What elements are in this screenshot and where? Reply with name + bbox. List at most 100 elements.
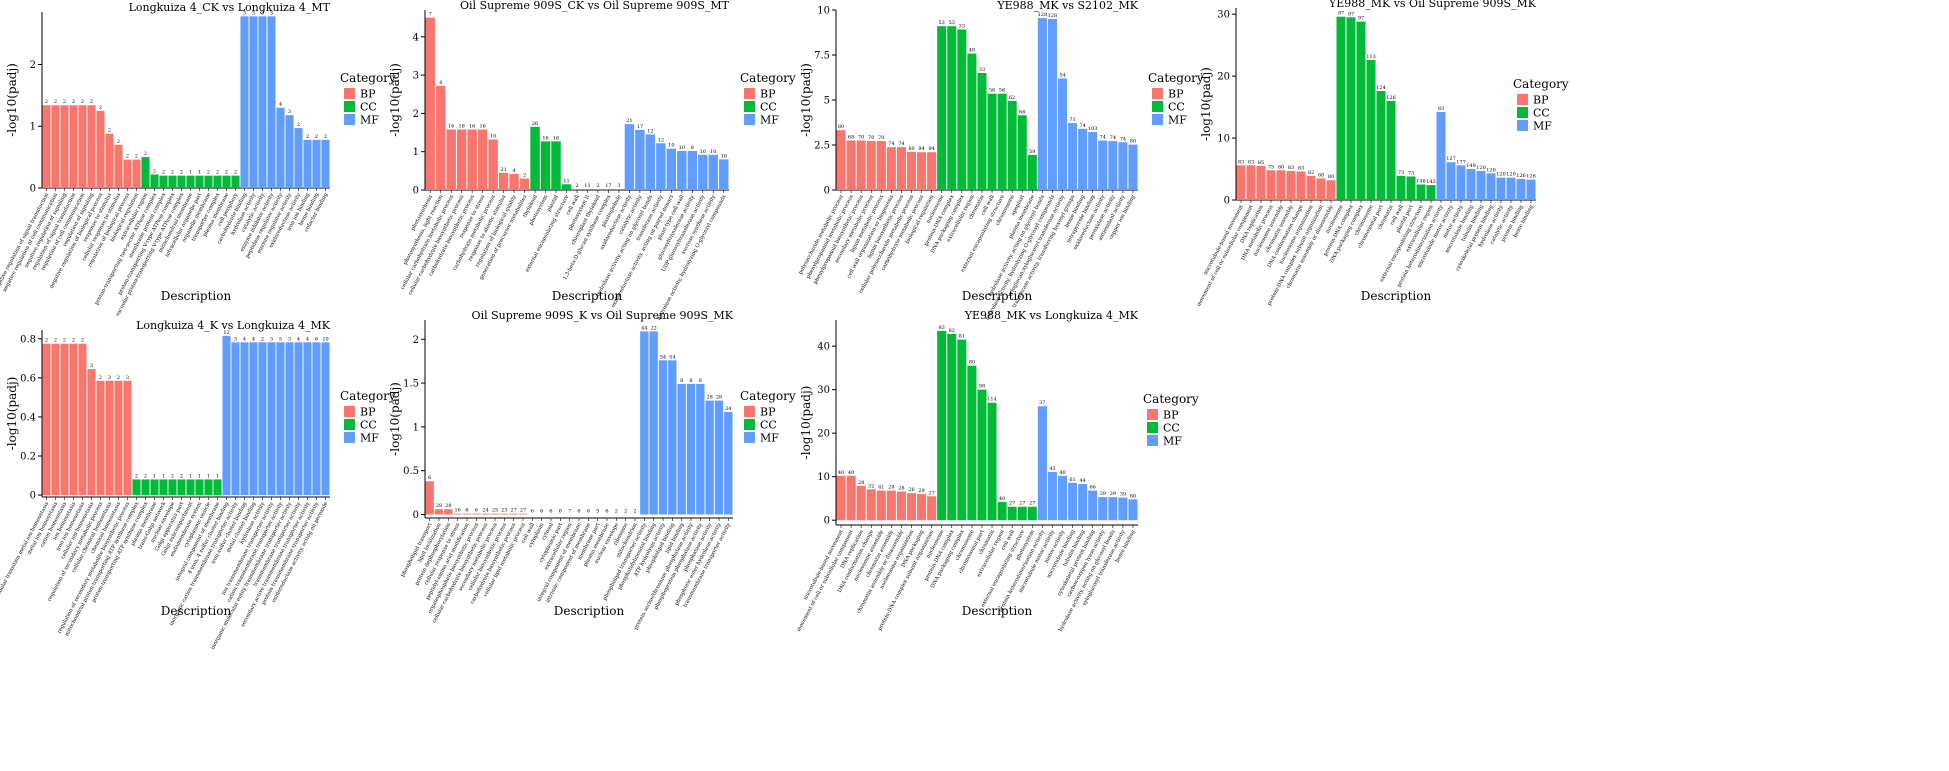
bar-data-label: 25 — [492, 508, 498, 514]
bar — [303, 342, 312, 496]
legend-swatch — [1517, 120, 1528, 131]
y-tick-label: 0 — [30, 184, 36, 195]
bar-data-label: 2 — [72, 99, 75, 105]
bar-data-label: 4 — [439, 80, 442, 86]
legend-title: Category — [340, 71, 396, 85]
bar-data-label: 10 — [668, 143, 674, 149]
bar — [724, 411, 733, 515]
bar — [603, 189, 614, 190]
bar-data-label: 54 — [1059, 72, 1065, 78]
bar-data-label: 48 — [969, 48, 975, 54]
legend-swatch — [1147, 435, 1158, 446]
y-tick-label: 0 — [824, 516, 830, 527]
y-tick-label: 10 — [817, 472, 830, 483]
y-tick-label: 0 — [1224, 196, 1230, 207]
bar — [123, 380, 132, 496]
bar — [240, 16, 249, 188]
bar-data-label: 70 — [878, 135, 884, 141]
bar-data-label: 28 — [716, 395, 722, 401]
bar — [1017, 115, 1027, 190]
chart-title: Oil Supreme 909S_CK vs Oil Supreme 909S_… — [460, 0, 730, 12]
bar — [1466, 169, 1476, 200]
bar-data-label: 28 — [445, 503, 451, 509]
bar-data-label: 8 — [689, 378, 692, 384]
bar — [551, 141, 561, 190]
bar — [481, 513, 490, 515]
bar — [696, 383, 705, 515]
bar — [1108, 497, 1118, 521]
bar — [1516, 178, 1526, 200]
bar — [42, 105, 51, 188]
y-axis-title: -log10(padj) — [388, 382, 402, 456]
bar-data-label: 2 — [306, 134, 309, 140]
bar-data-label: 2 — [162, 170, 165, 176]
legend-title: Category — [1143, 392, 1199, 406]
bar — [719, 159, 729, 190]
bar — [168, 479, 177, 496]
bar-data-label: 2 — [144, 473, 147, 479]
bar — [1078, 128, 1088, 190]
legend-label-bp: BP — [1533, 94, 1549, 107]
bar — [150, 174, 159, 188]
bar — [321, 139, 330, 188]
bar — [677, 150, 687, 190]
bar — [78, 105, 87, 188]
bar-data-label: 6 — [428, 475, 431, 481]
bar-data-label: 28 — [898, 485, 904, 491]
bar — [69, 343, 78, 496]
bar — [1007, 100, 1017, 190]
bar — [1346, 17, 1356, 200]
bar — [614, 189, 624, 190]
bar — [87, 105, 96, 188]
bar-data-label: 2 — [324, 134, 327, 140]
legend-label-cc: CC — [760, 419, 777, 432]
bar-data-label: 2 — [633, 508, 636, 514]
bar — [635, 129, 645, 190]
bar — [1256, 165, 1266, 200]
bar-data-label: 12 — [658, 137, 664, 143]
bar-data-label: 2 — [135, 154, 138, 160]
bar — [677, 383, 686, 515]
bar-data-label: 80 — [908, 146, 914, 152]
bar-data-label: 16 — [469, 123, 475, 129]
bar-data-label: 27 — [1009, 501, 1015, 507]
bar-data-label: 80 — [1130, 139, 1136, 145]
bar-data-label: 1 — [189, 473, 192, 479]
bar-data-label: 2 — [117, 375, 120, 381]
bar-data-label: 8 — [680, 378, 683, 384]
legend-title: Category — [740, 71, 796, 85]
bar — [836, 475, 846, 521]
bar-data-label: 10 — [322, 336, 328, 342]
bar — [42, 343, 51, 496]
bar — [186, 479, 195, 496]
bar — [69, 105, 78, 188]
bar-data-label: 56 — [989, 88, 995, 94]
bar — [213, 479, 222, 496]
chart-title: Longkuiza 4_K vs Longkuiza 4_MK — [136, 319, 331, 332]
bar-data-label: 3 — [270, 10, 273, 16]
bar — [204, 479, 213, 496]
bar — [87, 369, 96, 496]
bar — [213, 175, 222, 188]
bar — [1446, 162, 1456, 200]
bar-data-label: 128 — [1048, 13, 1058, 19]
chart-title: YE988_MK vs S2102_MK — [996, 0, 1138, 12]
x-axis-title: Description — [161, 604, 232, 618]
bar — [444, 509, 453, 515]
bar — [1078, 484, 1088, 521]
bar-data-label: 6 — [577, 508, 580, 514]
bar — [708, 154, 718, 190]
bar-data-label: 120 — [1506, 172, 1516, 178]
y-tick-label: 2 — [413, 335, 419, 346]
bar — [947, 333, 957, 521]
bar — [1326, 180, 1336, 200]
bar — [141, 157, 150, 188]
bar-data-label: 3 — [261, 10, 264, 16]
y-tick-label: 0.4 — [20, 412, 36, 423]
y-tick-label: 2.5 — [814, 141, 830, 152]
bar-data-label: 82 — [1308, 170, 1314, 176]
bar-data-label: 97 — [1338, 11, 1344, 17]
bar — [997, 93, 1007, 190]
bar-data-label: 4 — [279, 102, 282, 108]
